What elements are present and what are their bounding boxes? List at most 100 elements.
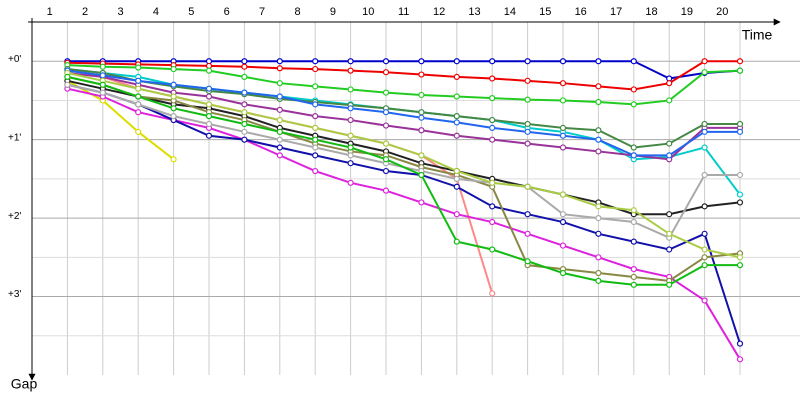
data-point — [99, 72, 106, 79]
data-point — [312, 65, 319, 73]
series-line — [67, 60, 741, 80]
y-axis-label: Gap — [11, 376, 38, 392]
data-point — [418, 91, 425, 99]
x-tick-label: 16 — [575, 6, 587, 18]
x-tick-label: 15 — [539, 6, 551, 18]
data-point — [241, 101, 248, 108]
data-point — [418, 152, 425, 159]
data-point — [276, 93, 283, 100]
series-line — [67, 87, 741, 360]
data-point — [736, 171, 744, 179]
data-point — [489, 290, 496, 297]
data-point — [524, 77, 531, 84]
data-point — [524, 128, 531, 135]
data-point — [241, 73, 248, 81]
data-point — [595, 83, 602, 90]
data-point — [312, 83, 319, 90]
data-point — [559, 144, 567, 151]
data-point — [666, 152, 673, 159]
data-point — [736, 67, 744, 74]
data-point — [666, 281, 673, 288]
data-point — [701, 69, 708, 76]
data-point — [347, 152, 354, 159]
data-point — [205, 101, 213, 108]
data-point — [736, 128, 744, 135]
y-tick-label: +1' — [8, 132, 21, 143]
data-point — [595, 136, 602, 143]
x-tick-label: 8 — [294, 6, 300, 18]
x-tick-label: 2 — [82, 6, 88, 18]
data-point — [489, 218, 496, 226]
series-line — [67, 71, 740, 161]
series-line — [67, 79, 741, 216]
data-point — [276, 65, 283, 72]
data-point — [736, 191, 744, 198]
data-point — [205, 120, 213, 128]
data-point — [736, 120, 744, 128]
data-point — [99, 81, 106, 88]
y-tick-label: +0' — [8, 54, 21, 65]
data-point — [453, 211, 460, 218]
data-point — [170, 105, 177, 112]
data-point — [701, 171, 708, 179]
data-point — [559, 191, 567, 198]
data-point — [453, 113, 460, 120]
data-point — [418, 199, 425, 206]
data-point — [630, 207, 637, 214]
data-point — [524, 258, 531, 265]
data-point — [595, 148, 602, 155]
data-point — [241, 89, 248, 96]
data-point — [205, 85, 213, 92]
data-point — [559, 124, 567, 132]
data-point — [382, 167, 390, 175]
data-point — [312, 58, 319, 65]
data-point — [630, 144, 637, 151]
x-tick-label: 19 — [681, 6, 693, 18]
data-point — [382, 140, 390, 147]
data-point — [312, 101, 319, 108]
data-point — [312, 136, 319, 143]
data-point — [241, 109, 248, 116]
data-point — [666, 230, 673, 237]
data-point — [418, 114, 425, 121]
series-line — [67, 72, 741, 259]
data-point — [347, 116, 354, 124]
data-point — [453, 93, 460, 100]
data-point — [489, 179, 496, 186]
data-point — [666, 140, 673, 147]
data-point — [524, 120, 531, 128]
data-point — [347, 160, 354, 167]
data-point — [559, 211, 567, 218]
x-tick-label: 10 — [362, 6, 374, 18]
data-point — [453, 132, 460, 139]
data-point — [382, 156, 390, 163]
data-point — [205, 113, 213, 120]
data-point — [418, 127, 425, 134]
data-point — [170, 113, 177, 120]
data-point — [276, 116, 283, 124]
data-point — [382, 122, 390, 129]
data-point — [453, 238, 460, 245]
data-point — [559, 269, 567, 277]
x-tick-label: 5 — [188, 6, 194, 18]
data-point — [418, 109, 425, 116]
x-tick-label: 20 — [716, 6, 728, 18]
data-point — [524, 140, 531, 147]
data-point — [241, 128, 248, 135]
data-point — [205, 93, 213, 100]
data-point — [489, 58, 496, 65]
data-point — [736, 254, 744, 261]
data-point — [524, 183, 531, 190]
data-point — [453, 58, 460, 65]
data-point — [276, 80, 283, 87]
data-point — [489, 124, 496, 132]
data-point — [701, 128, 708, 135]
data-point — [382, 69, 390, 76]
data-point — [241, 58, 248, 65]
data-point — [170, 65, 177, 73]
data-point — [524, 211, 531, 218]
data-point — [276, 152, 283, 159]
data-point — [630, 152, 637, 159]
x-tick-label: 9 — [330, 6, 336, 18]
